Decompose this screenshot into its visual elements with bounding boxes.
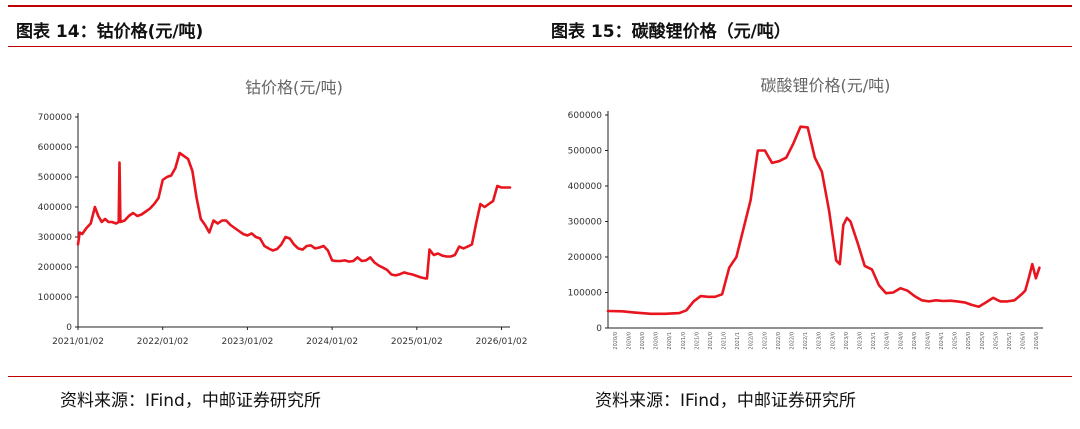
- x-tick-label: 2024/01/02: [306, 337, 358, 347]
- bottom-rule: [8, 376, 1072, 377]
- x-tick-label: 2023/0: [844, 332, 850, 350]
- x-tick-label: 2021/0: [694, 332, 700, 350]
- x-tick-label: 2022/0: [790, 332, 796, 350]
- x-tick-label: 2020/1: [667, 332, 673, 350]
- x-tick-label: 2021/0: [708, 332, 714, 350]
- x-tick-label: 2023/0: [830, 332, 836, 350]
- x-tick-label: 2021/0: [722, 332, 728, 350]
- figure-15-title: 图表 15：碳酸锂价格（元/吨）: [551, 22, 791, 42]
- y-tick-label: 600000: [38, 143, 73, 153]
- figure-14-title: 图表 14：钴价格(元/吨): [16, 22, 204, 42]
- figure-14-source: 资料来源：IFind，中邮证券研究所: [60, 391, 321, 411]
- x-tick-label: 2023/0: [817, 332, 823, 350]
- x-tick-label: 2020/0: [640, 332, 646, 350]
- chart-title: 钴价格(元/吨): [245, 78, 343, 97]
- y-tick-label: 600000: [568, 111, 603, 121]
- y-tick-label: 200000: [568, 253, 603, 263]
- series-line: [76, 151, 512, 280]
- series-line: [606, 125, 1041, 316]
- x-tick-label: 2026/01/02: [476, 337, 528, 347]
- chart-title: 碳酸锂价格(元/吨): [761, 76, 891, 95]
- y-tick-label: 300000: [38, 233, 73, 243]
- x-tick-label: 2020/0: [626, 332, 632, 350]
- y-tick-label: 0: [66, 323, 72, 333]
- y-tick-label: 100000: [568, 289, 603, 299]
- y-tick-label: 500000: [38, 173, 73, 183]
- figure-15-source: 资料来源：IFind，中邮证券研究所: [595, 391, 856, 411]
- cobalt-price-chart: 钴价格(元/吨) 0 100000 200000 300000 400000 500000 6…: [38, 78, 528, 347]
- x-tick-label: 2021/0: [681, 332, 687, 350]
- y-tick-label: 400000: [38, 203, 73, 213]
- x-tick-label: 2024/0: [925, 332, 931, 350]
- x-tick-label: 2021/1: [735, 332, 741, 350]
- x-tick-label: 2025/01/02: [391, 337, 443, 347]
- x-tick-label: 2021/01/02: [52, 337, 104, 347]
- x-tick-label: 2022/0: [776, 332, 782, 350]
- y-tick-label: 0: [596, 324, 602, 334]
- x-tick-label: 2024/1: [939, 332, 945, 350]
- x-tick-label: 2022/1: [803, 332, 809, 350]
- x-tick-label: 2025/1: [1007, 332, 1013, 350]
- x-tick-label: 2025/0: [993, 332, 999, 350]
- y-tick-label: 100000: [38, 293, 73, 303]
- x-tick-label: 2025/0: [953, 332, 959, 350]
- x-tick-label: 2026/0: [1034, 332, 1040, 350]
- x-tick-label: 2023/01/02: [221, 337, 273, 347]
- top-rule: [8, 5, 1072, 7]
- x-tick-label: 2024/0: [898, 332, 904, 350]
- y-tick-label: 200000: [38, 263, 73, 273]
- x-tick-label: 2023/0: [857, 332, 863, 350]
- title-rule: [8, 46, 1072, 47]
- y-tick-label: 700000: [38, 113, 73, 123]
- y-tick-label: 400000: [568, 182, 603, 192]
- x-tick-label: 2024/0: [885, 332, 891, 350]
- x-tick-label: 2023/1: [871, 332, 877, 350]
- x-tick-label: 2020/0: [613, 332, 619, 350]
- x-tick-label: 2020/0: [654, 332, 660, 350]
- y-tick-label: 300000: [568, 218, 603, 228]
- x-tick-label: 2025/0: [966, 332, 972, 350]
- x-tick-label: 2022/0: [762, 332, 768, 350]
- x-tick-label: 2022/01/02: [137, 337, 189, 347]
- lithium-carbonate-price-chart: 碳酸锂价格(元/吨) 0 100000 200000 300000 400000 50000…: [568, 76, 1043, 350]
- x-tick-label: 2026/0: [1021, 332, 1027, 350]
- y-tick-label: 500000: [568, 147, 603, 157]
- x-tick-label: 2025/0: [980, 332, 986, 350]
- x-tick-label: 2022/0: [749, 332, 755, 350]
- x-tick-label: 2024/0: [912, 332, 918, 350]
